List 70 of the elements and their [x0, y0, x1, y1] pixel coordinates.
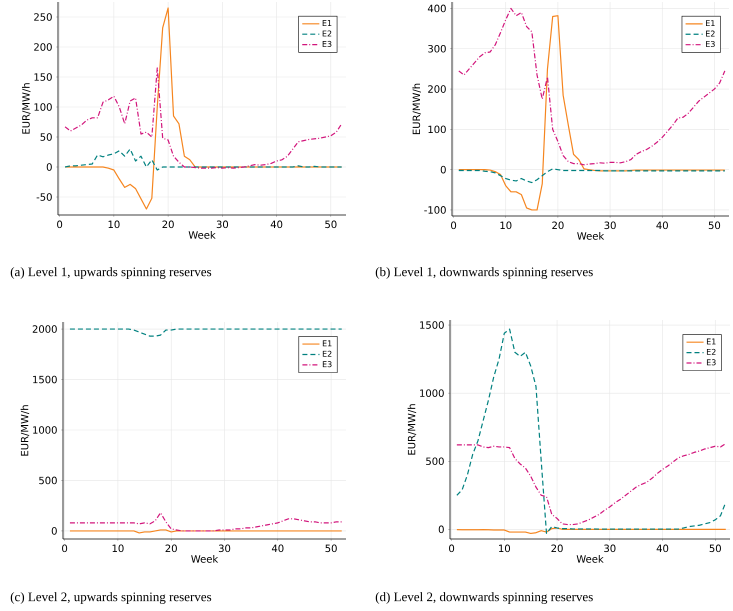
y-tick-label: 1000	[420, 389, 444, 397]
y-tick-label: 0	[46, 163, 52, 171]
x-axis-title: Week	[191, 554, 218, 563]
y-tick-label: -100	[424, 206, 446, 214]
legend-label: E2	[322, 30, 332, 36]
x-tick-label: 50	[710, 544, 721, 552]
y-tick-label: 50	[40, 133, 52, 141]
legend-label: E1	[322, 340, 332, 346]
legend-label: E1	[706, 20, 715, 26]
y-tick-label: 500	[426, 457, 444, 466]
y-tick-label: 300	[428, 44, 446, 53]
y-tick-label: 250	[34, 13, 52, 21]
x-tick-label: 40	[270, 220, 282, 228]
legend-label: E1	[706, 338, 716, 344]
y-tick-label: 100	[34, 103, 52, 111]
legend-label: E3	[706, 359, 716, 366]
y-tick-label: -50	[36, 193, 52, 201]
x-tick-label: 10	[112, 544, 124, 552]
x-axis-title: Week	[576, 554, 604, 563]
x-tick-label: 20	[551, 544, 563, 552]
x-tick-label: 50	[325, 544, 337, 552]
legend-label: E3	[322, 361, 332, 368]
y-tick-label: 150	[34, 73, 52, 81]
x-tick-label: 50	[325, 220, 337, 228]
x-tick-label: 40	[272, 544, 284, 552]
x-tick-label: 30	[218, 544, 230, 552]
text: (a) Level 1, upwards spinning reserves	[10, 267, 212, 279]
y-tick-label: 0	[52, 527, 57, 535]
x-tick-label: 40	[656, 222, 668, 230]
legend-label: E2	[706, 30, 715, 36]
y-tick-label: 0	[440, 166, 446, 174]
x-tick-label: 30	[604, 544, 616, 552]
x-tick-label: 0	[62, 544, 68, 552]
x-tick-label: 10	[499, 544, 510, 552]
x-tick-label: 10	[500, 222, 512, 230]
x-tick-label: 30	[216, 220, 228, 228]
legend-label: E2	[706, 348, 716, 355]
y-tick-label: 1500	[33, 376, 57, 384]
y-tick-label: 400	[428, 4, 446, 12]
y-axis-title: EUR/MW/h	[412, 84, 421, 134]
text: (d) Level 2, downwards spinning reserves	[376, 592, 593, 604]
y-tick-label: 2000	[32, 325, 57, 333]
x-tick-label: 30	[604, 222, 616, 230]
y-tick-label: 0	[438, 526, 444, 534]
y-axis-title: EUR/MW/h	[20, 405, 30, 456]
text: (b) Level 1, downwards spinning reserves	[376, 267, 593, 279]
x-tick-label: 50	[708, 222, 720, 230]
y-tick-label: 1500	[420, 321, 444, 329]
y-axis-title: EUR/MW/h	[408, 404, 416, 455]
x-tick-label: 0	[57, 220, 62, 228]
y-tick-label: 200	[428, 85, 446, 93]
x-tick-label: 20	[162, 220, 174, 228]
x-tick-label: 20	[552, 222, 564, 230]
legend-label: E3	[322, 40, 332, 47]
y-tick-label: 200	[34, 43, 52, 51]
text: (c) Level 2, upwards spinning reserves	[10, 592, 212, 604]
x-tick-label: 0	[449, 544, 454, 552]
x-axis-title: Week	[188, 230, 216, 239]
legend-label: E1	[322, 20, 332, 26]
y-tick-label: 1000	[33, 426, 57, 434]
y-tick-label: 500	[39, 476, 57, 484]
legend-label: E2	[322, 350, 332, 357]
x-tick-label: 20	[166, 544, 177, 552]
x-tick-label: 0	[451, 222, 456, 230]
x-axis-title: Week	[577, 232, 604, 240]
legend-label: E3	[706, 40, 715, 48]
y-axis-title: EUR/MW/h	[22, 83, 31, 134]
y-tick-label: 100	[428, 126, 446, 134]
x-tick-label: 10	[108, 220, 120, 228]
x-tick-label: 40	[656, 544, 668, 552]
